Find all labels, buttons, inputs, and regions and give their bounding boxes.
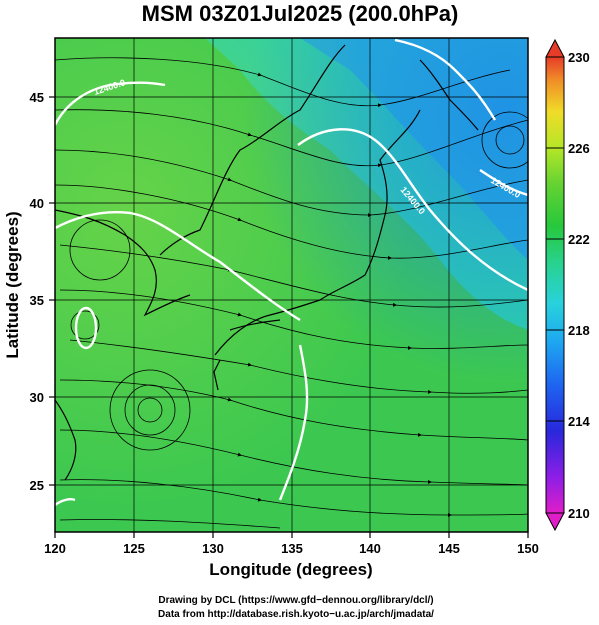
wind-streamlines xyxy=(55,57,528,529)
x-tick-label: 120 xyxy=(44,541,66,556)
y-tick-labels: 25 30 35 40 45 xyxy=(30,90,44,493)
colorbar-tick-label: 210 xyxy=(568,506,590,521)
credit-line-data: Data from http://database.rish.kyoto−u.a… xyxy=(158,609,434,620)
colorbar-tick-label: 230 xyxy=(568,50,590,65)
y-tick-label: 45 xyxy=(30,90,44,105)
x-tick-label: 140 xyxy=(359,541,381,556)
colorbar-tick-label: 218 xyxy=(568,323,590,338)
colorbar-gradient xyxy=(545,56,565,514)
colorbar-tick-label: 222 xyxy=(568,232,590,247)
colorbar: 230 226 222 218 214 210 xyxy=(545,38,590,532)
y-axis-label: Latitude (degrees) xyxy=(3,211,22,358)
x-axis-label: Longitude (degrees) xyxy=(209,560,372,579)
colorbar-top-arrow xyxy=(545,38,565,58)
credit-line-dcl: Drawing by DCL (https://www.gfd−dennou.o… xyxy=(158,595,433,606)
x-tick-label: 145 xyxy=(438,541,460,556)
height-contours xyxy=(55,38,528,506)
x-tick-labels: 120 125 130 135 140 145 150 xyxy=(44,541,539,556)
tick-marks xyxy=(49,96,529,538)
y-tick-label: 25 xyxy=(30,478,44,493)
colorbar-bottom-arrow xyxy=(545,512,565,532)
x-tick-label: 125 xyxy=(123,541,145,556)
colorbar-tick-label: 214 xyxy=(568,414,590,429)
x-tick-label: 150 xyxy=(517,541,539,556)
colorbar-tick-label: 226 xyxy=(568,141,590,156)
cold-tint xyxy=(55,38,528,532)
y-tick-label: 30 xyxy=(30,390,44,405)
x-tick-label: 135 xyxy=(281,541,303,556)
map-title: MSM 03Z01Jul2025 (200.0hPa) xyxy=(142,1,459,26)
x-tick-label: 130 xyxy=(202,541,224,556)
plot-area: 12400.0 12400.0 12400.0 xyxy=(55,38,528,532)
y-tick-label: 35 xyxy=(30,293,44,308)
y-tick-label: 40 xyxy=(30,196,44,211)
